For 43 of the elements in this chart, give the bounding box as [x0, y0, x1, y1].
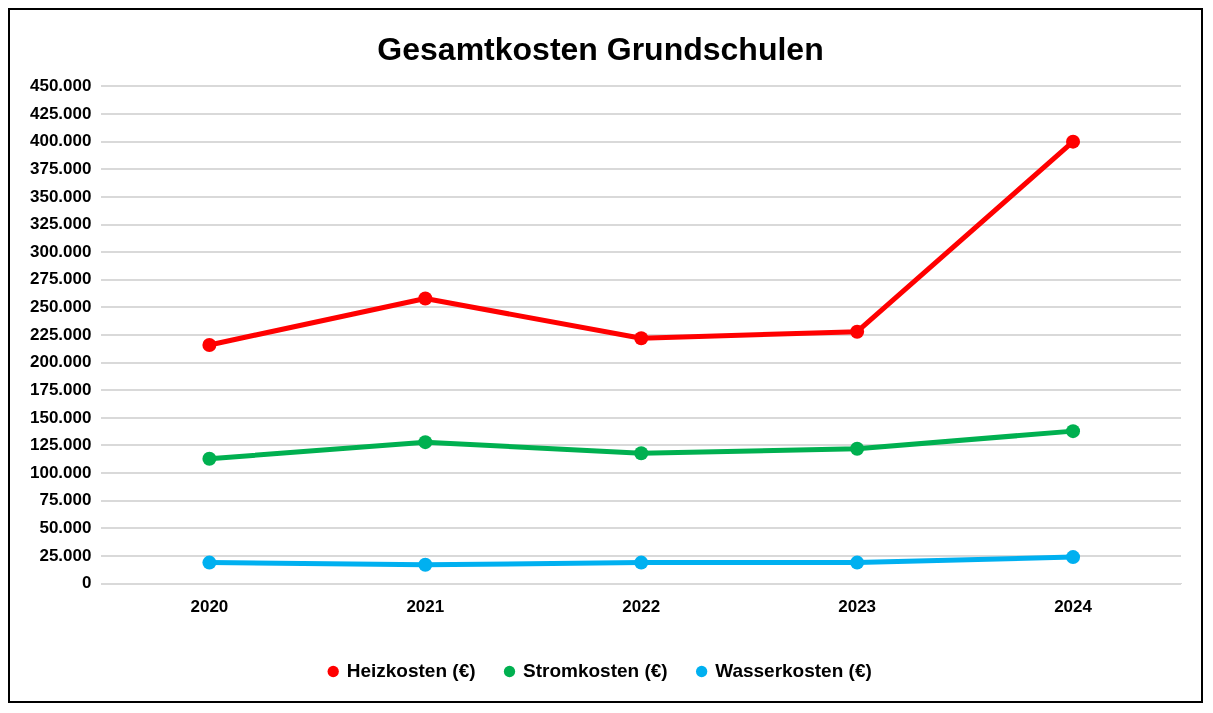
legend-label: Heizkosten (€)	[346, 659, 476, 681]
y-tick-label: 200.000	[30, 352, 92, 372]
point	[850, 324, 865, 339]
point	[418, 557, 433, 572]
point	[202, 555, 217, 570]
point	[418, 435, 433, 450]
y-tick-label: 425.000	[30, 103, 92, 123]
y-tick-label: 75.000	[39, 490, 92, 510]
y-tick-label: 225.000	[30, 324, 92, 344]
x-tick-label: 2023	[838, 597, 877, 617]
point	[850, 441, 865, 456]
point	[1066, 550, 1081, 565]
y-tick-label: 175.000	[30, 379, 92, 399]
y-tick-label: 125.000	[30, 435, 92, 455]
point	[634, 446, 649, 461]
y-tick-label: 150.000	[30, 407, 92, 427]
point	[202, 451, 217, 466]
y-tick-label: 325.000	[30, 214, 92, 234]
x-tick-label: 2024	[1054, 597, 1093, 617]
legend-label: Stromkosten (€)	[523, 659, 668, 681]
x-tick-label: 2021	[406, 597, 445, 617]
x-tick-label: 2020	[190, 597, 229, 617]
y-tick-label: 350.000	[30, 186, 92, 206]
y-tick-label: 275.000	[30, 269, 92, 289]
y-tick-label: 300.000	[30, 241, 92, 261]
y-tick-label: 50.000	[39, 518, 92, 538]
point	[850, 555, 865, 570]
legend-label: Wasserkosten (€)	[715, 659, 872, 681]
point	[1066, 134, 1081, 149]
point	[634, 331, 649, 346]
y-tick-label: 0	[81, 573, 92, 593]
y-tick-label: 450.000	[30, 76, 92, 96]
y-tick-label: 400.000	[30, 131, 92, 151]
y-tick-label: 375.000	[30, 158, 92, 178]
y-tick-label: 100.000	[30, 462, 92, 482]
point	[634, 555, 649, 570]
chart-title: Gesamtkosten Grundschulen	[377, 31, 824, 68]
point	[418, 291, 433, 306]
x-tick-label: 2022	[622, 597, 661, 617]
point	[202, 337, 217, 352]
point	[1066, 424, 1081, 439]
y-tick-label: 25.000	[39, 545, 92, 565]
y-tick-label: 250.000	[30, 297, 92, 317]
